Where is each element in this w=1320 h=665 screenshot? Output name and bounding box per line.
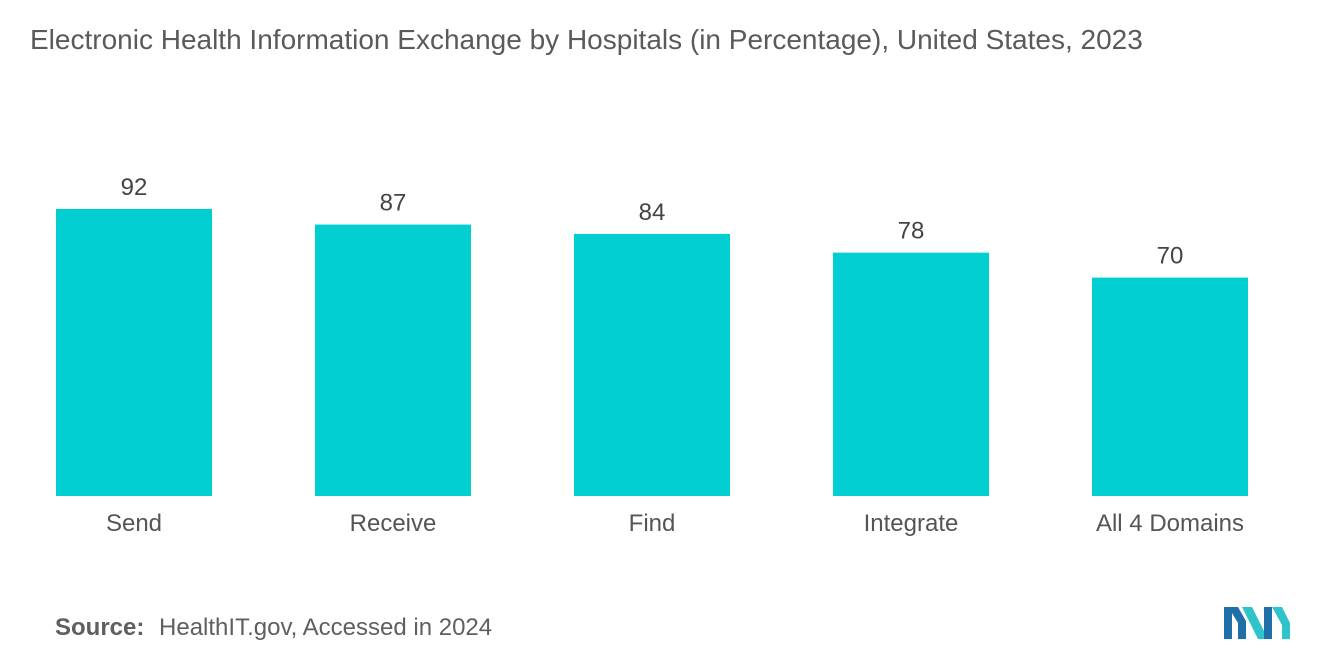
logo-right-accent [1272, 607, 1290, 639]
mordor-logo-icon [1224, 607, 1290, 639]
data-label: 92 [121, 174, 148, 201]
source-label: Source: [55, 614, 145, 641]
bar-receive [315, 224, 471, 496]
category-label: Send [106, 510, 162, 537]
data-label: 87 [380, 190, 407, 217]
category-label: Integrate [864, 510, 959, 537]
source-text: HealthIT.gov, Accessed in 2024 [159, 614, 493, 641]
chart-title: Electronic Health Information Exchange b… [30, 24, 1143, 55]
bar-find [574, 233, 730, 497]
logo-middle-shape [1242, 607, 1268, 639]
category-label: Receive [350, 510, 437, 537]
data-label: 78 [898, 218, 925, 245]
bar-chart: 92 Send 87 Receive 84 Find 78 Integrate 70 All 4 … [56, 174, 1248, 537]
bar-integrate [833, 252, 989, 496]
data-label: 84 [639, 199, 666, 226]
bar-all-4-domains [1092, 277, 1248, 496]
logo-right-shape [1264, 607, 1272, 639]
logo-left-shape [1224, 607, 1246, 639]
source-note: Source: HealthIT.gov, Accessed in 2024 [55, 614, 492, 642]
category-label: All 4 Domains [1096, 510, 1244, 537]
bar-send [56, 208, 212, 496]
data-label: 70 [1157, 243, 1184, 270]
category-label: Find [629, 510, 676, 537]
